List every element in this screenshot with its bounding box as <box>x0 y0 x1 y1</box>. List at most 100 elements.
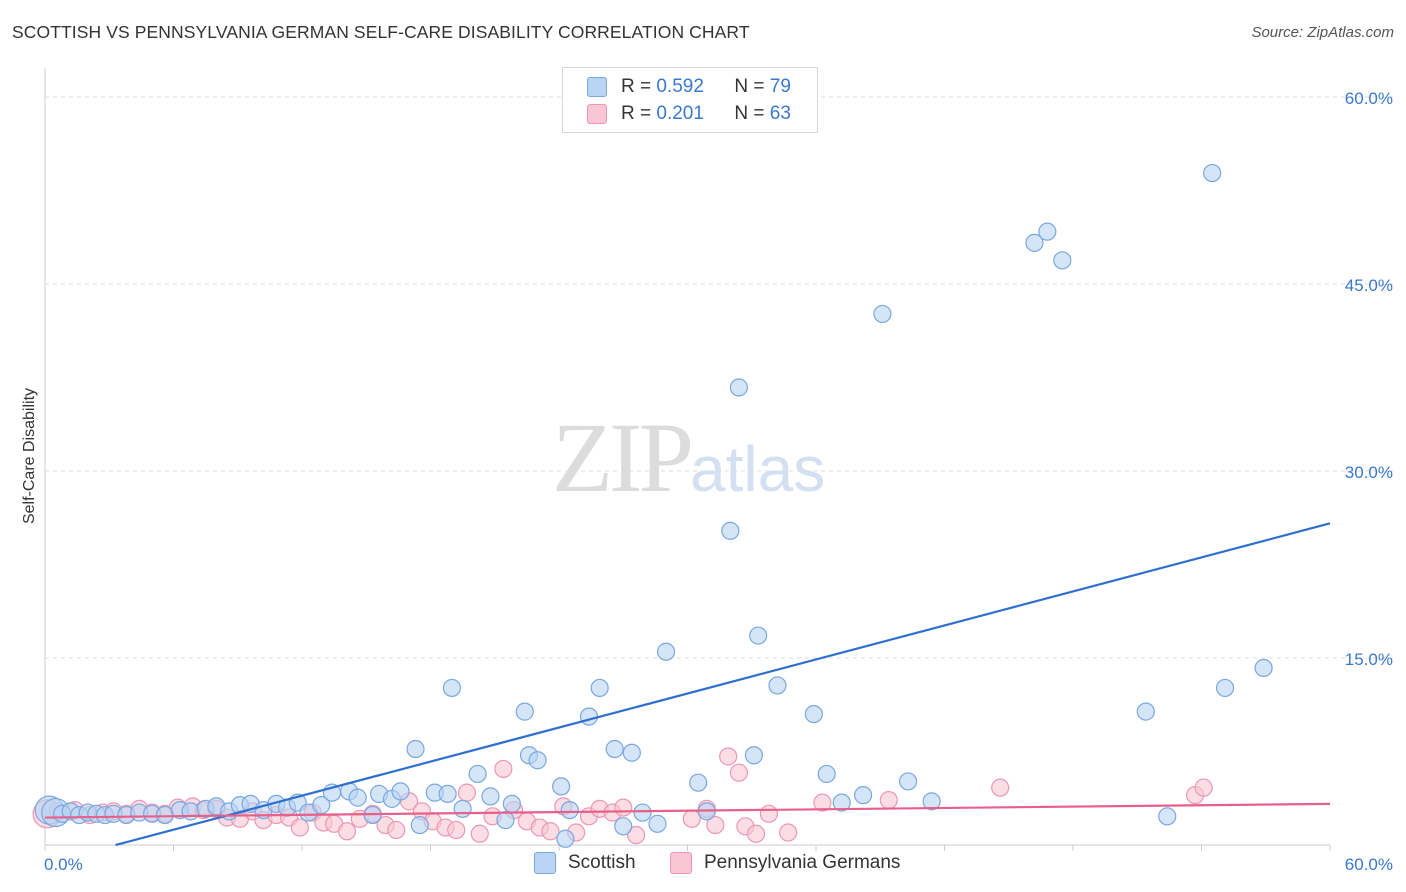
scottish-point <box>832 793 851 812</box>
watermark-atlas: atlas <box>690 433 826 505</box>
pennsylvania-germans-point <box>614 798 633 817</box>
scottish-point <box>502 794 521 813</box>
scottish-point <box>1053 251 1072 270</box>
scottish-point <box>468 764 487 784</box>
scottish-point <box>605 739 624 759</box>
pennsylvania-germans-point <box>729 763 749 782</box>
scottish-point <box>854 786 873 805</box>
pennsylvania-germans-point <box>337 822 357 841</box>
scottish-points <box>34 163 1273 848</box>
pennsylvania-germans-trend-line <box>44 802 1331 819</box>
scottish-point <box>410 815 429 835</box>
y-tick-label: 60.0% <box>1345 89 1393 108</box>
scottish-point <box>552 777 571 796</box>
r-label: R = <box>621 103 652 124</box>
scottish-point <box>804 704 823 724</box>
pennsylvania-germans-point <box>706 815 725 835</box>
legend-label: Pennsylvania Germans <box>704 852 901 873</box>
pennsylvania-germans-point <box>813 793 832 812</box>
series-legend: Scottish Pennsylvania Germans <box>0 852 1406 878</box>
pennsylvania-germans-swatch-icon <box>670 852 692 874</box>
y-tick-label: 15.0% <box>1345 650 1393 669</box>
x-tick-label: 0.0% <box>44 855 83 874</box>
chart-title: SCOTTISH VS PENNSYLVANIA GERMAN SELF-CAR… <box>12 22 750 42</box>
legend-item-pennsylvania-germans: Pennsylvania Germans <box>670 852 900 874</box>
axes <box>44 68 1331 851</box>
pennsylvania-germans-point <box>879 791 898 810</box>
pennsylvania-germans-point <box>746 824 766 843</box>
trend-lines <box>44 522 1331 847</box>
watermark: ZIPatlas <box>552 400 825 515</box>
scottish-point <box>1215 678 1235 698</box>
scottish-point <box>656 642 676 661</box>
grid-lines <box>45 96 1395 659</box>
pennsylvania-germans-point <box>626 825 646 845</box>
scottish-point <box>614 817 633 836</box>
scottish-trend-line <box>115 522 1331 847</box>
scottish-swatch-icon <box>534 852 556 874</box>
scottish-point <box>749 626 768 645</box>
legend-row-scottish: R = 0.592 N = 79 <box>587 75 791 99</box>
source-label: Source: ZipAtlas.com <box>1251 24 1394 41</box>
scottish-point <box>729 378 749 397</box>
scottish-point <box>721 521 740 540</box>
legend-item-scottish: Scottish <box>534 852 636 874</box>
pennsylvania-germans-point <box>494 759 513 779</box>
legend-row-pennsylvania-germans: R = 0.201 N = 63 <box>587 102 791 126</box>
stats-legend: R = 0.592 N = 79 R = 0.201 N = 63 <box>562 67 818 133</box>
pennsylvania-germans-point <box>541 822 560 841</box>
n-label: N = <box>734 103 765 124</box>
scottish-point <box>438 784 457 803</box>
scottish-point <box>648 814 667 833</box>
scottish-point <box>622 743 641 762</box>
scottish-point <box>556 829 575 848</box>
scottish-point <box>633 803 652 822</box>
pennsylvania-germans-point <box>387 820 406 840</box>
r-value: 0.592 <box>656 76 704 97</box>
scottish-point <box>1203 163 1222 183</box>
scottish-point <box>1136 702 1155 721</box>
scottish-point <box>1254 658 1273 678</box>
scottish-point <box>515 702 534 721</box>
scottish-point <box>1025 233 1044 252</box>
pennsylvania-germans-point <box>457 783 477 802</box>
scottish-swatch-icon <box>587 77 607 97</box>
scottish-point <box>590 678 609 698</box>
scottish-point <box>689 773 708 792</box>
scottish-point <box>348 788 367 807</box>
r-label: R = <box>621 76 652 97</box>
pennsylvania-germans-point <box>470 824 489 843</box>
pennsylvania-germans-point <box>719 747 738 766</box>
pennsylvania-germans-swatch-icon <box>587 104 607 124</box>
n-value: 79 <box>769 76 791 97</box>
pennsylvania-germans-point <box>682 809 701 828</box>
scottish-point <box>560 800 579 820</box>
pennsylvania-germans-point <box>290 818 309 837</box>
scottish-point <box>528 751 547 770</box>
scottish-point <box>1038 222 1057 241</box>
n-label: N = <box>734 76 765 97</box>
r-value: 0.201 <box>656 103 704 124</box>
scottish-point <box>481 787 500 806</box>
pennsylvania-germans-point <box>991 778 1010 797</box>
legend-label: Scottish <box>568 852 636 873</box>
scottish-point <box>898 772 918 791</box>
pennsylvania-germans-point <box>779 823 798 842</box>
watermark-zip: ZIP <box>552 402 694 513</box>
tick-labels: 15.0% 30.0% 45.0% 60.0% 0.0% 60.0% Self-Care D… <box>21 89 1393 874</box>
scottish-point <box>406 739 425 759</box>
scottish-point <box>744 746 763 765</box>
scottish-point <box>873 304 892 324</box>
pennsylvania-germans-point <box>759 804 778 823</box>
scottish-point <box>181 802 200 821</box>
x-tick-label: 60.0% <box>1345 855 1393 874</box>
scottish-point <box>496 810 515 830</box>
scottish-point <box>1158 807 1177 826</box>
pennsylvania-germans-point <box>447 820 466 840</box>
scottish-point <box>768 676 787 695</box>
scottish-point <box>391 782 410 801</box>
y-tick-label: 45.0% <box>1345 276 1393 295</box>
scottish-point <box>817 764 836 784</box>
pennsylvania-germans-point <box>1194 778 1213 797</box>
y-tick-label: 30.0% <box>1345 463 1393 482</box>
